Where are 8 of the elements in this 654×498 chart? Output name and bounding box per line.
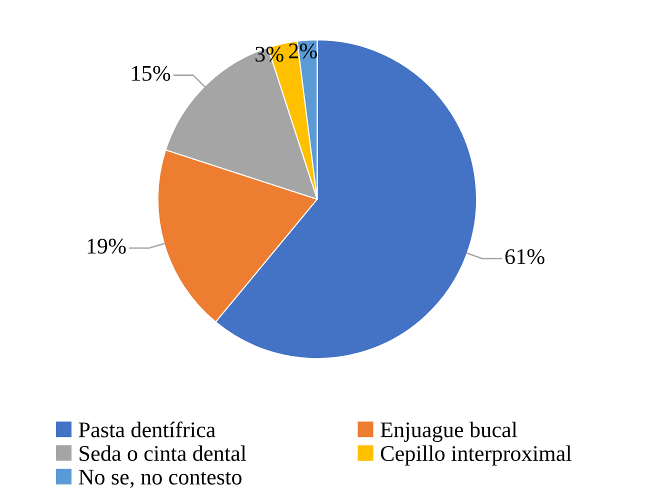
legend-label: Pasta dentífrica xyxy=(78,421,216,438)
legend-label: No se, no contesto xyxy=(78,470,242,488)
data-label: 15% xyxy=(132,66,170,81)
legend-label: Cepillo interproximal xyxy=(380,445,572,466)
legend-label: Enjuague bucal xyxy=(380,422,518,442)
data-label: 61% xyxy=(505,249,544,264)
data-label: 19% xyxy=(88,238,126,254)
legend-label: Seda o cinta dental xyxy=(80,445,246,461)
